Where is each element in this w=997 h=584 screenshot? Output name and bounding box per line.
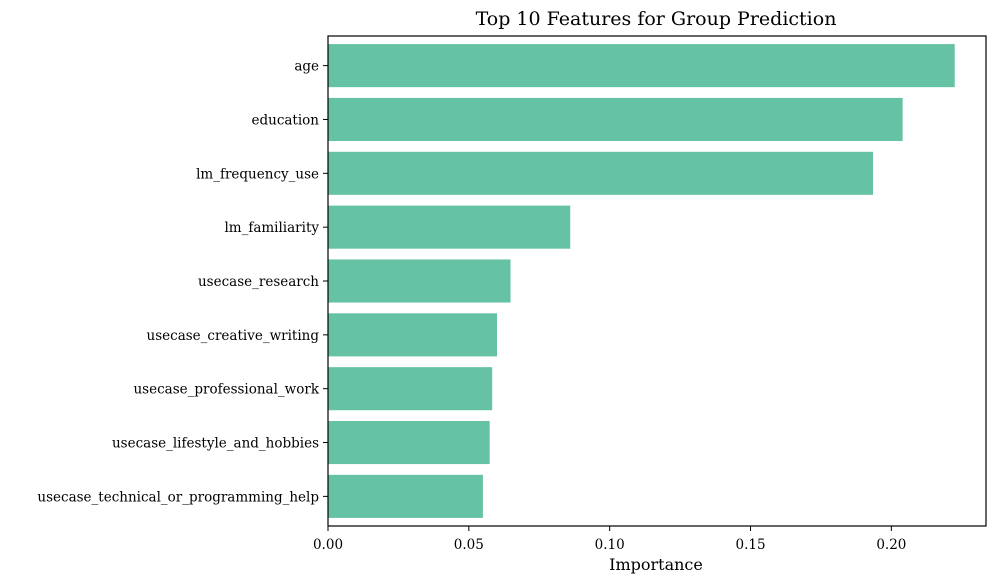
x-tick-label: 0.00 xyxy=(313,537,343,553)
plot-frame xyxy=(327,35,987,527)
bar-lm_familiarity xyxy=(328,205,571,249)
y-tick-label: usecase_technical_or_programming_help xyxy=(37,489,319,505)
bar-usecase_professional_work xyxy=(328,367,493,411)
bar-education xyxy=(328,97,903,141)
y-tick-label: education xyxy=(252,112,320,128)
bar-age xyxy=(328,44,955,88)
x-tick-label: 0.15 xyxy=(735,537,765,553)
x-tick-label: 0.20 xyxy=(876,537,906,553)
bar-usecase_creative_writing xyxy=(328,313,498,357)
bar-usecase_lifestyle_and_hobbies xyxy=(328,421,490,465)
bar-usecase_research xyxy=(328,259,511,303)
x-tick-label: 0.10 xyxy=(595,537,625,553)
y-tick-label: usecase_professional_work xyxy=(133,382,319,398)
y-tick-label: lm_familiarity xyxy=(224,220,319,236)
x-axis-ticks: 0.00 0.05 0.10 0.15 0.20 xyxy=(313,526,906,553)
x-tick-label: 0.05 xyxy=(454,537,484,553)
y-tick-label: age xyxy=(294,59,319,75)
y-tick-label: usecase_lifestyle_and_hobbies xyxy=(112,436,319,452)
bars-group xyxy=(328,44,955,518)
y-axis-ticks: age education lm_frequency_use lm_familiari… xyxy=(37,59,328,505)
y-tick-label: usecase_creative_writing xyxy=(147,328,320,344)
chart-title: Top 10 Features for Group Prediction xyxy=(476,8,837,30)
bar-lm_frequency_use xyxy=(328,151,874,195)
y-tick-label: lm_frequency_use xyxy=(196,166,319,182)
y-tick-label: usecase_research xyxy=(198,274,319,290)
x-axis-label: Importance xyxy=(609,555,703,574)
bar-usecase_technical_or_programming_help xyxy=(328,474,483,518)
